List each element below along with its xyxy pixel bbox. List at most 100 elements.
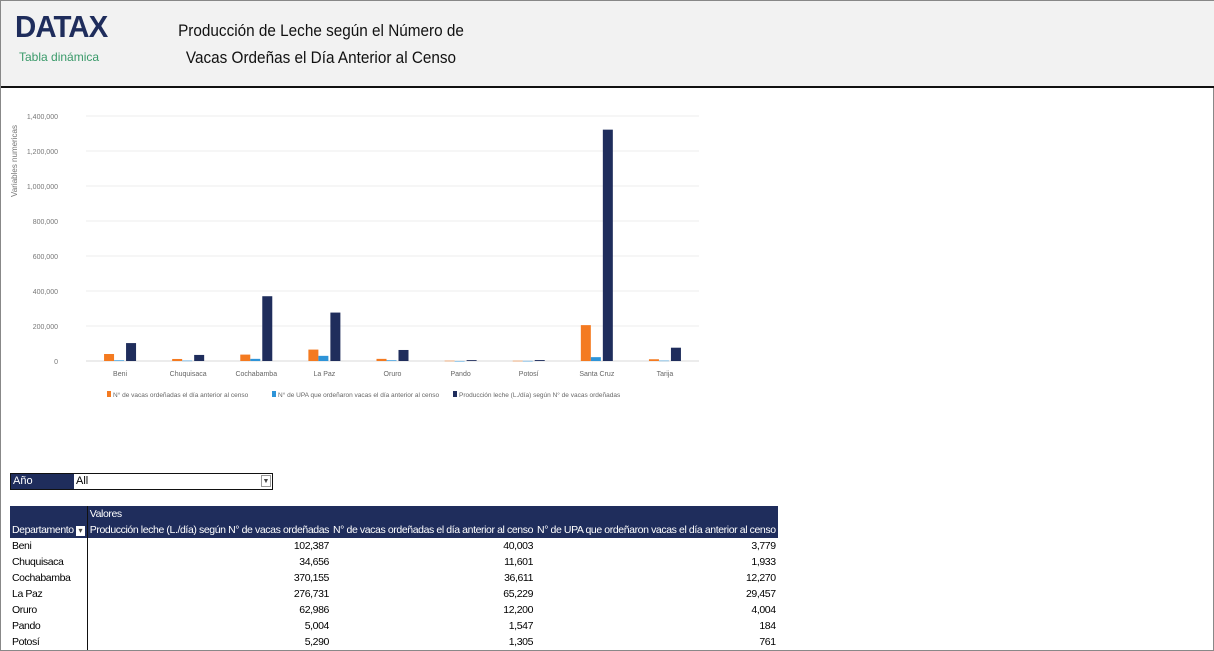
bar-chuquisaca: [182, 360, 193, 362]
row-label: Potosí: [10, 634, 88, 650]
x-tick-label: La Paz: [313, 371, 335, 378]
x-tick-label: Cochabamba: [235, 371, 277, 378]
x-tick-label: Beni: [113, 371, 127, 378]
page-title: Producción de Leche según el Número de Va…: [168, 17, 474, 71]
bar-la-paz: [330, 312, 341, 361]
y-tick-label: 400,000: [33, 289, 58, 296]
cell-value: 11,601: [504, 556, 534, 568]
y-tick-label: 1,200,000: [27, 149, 58, 156]
bar-chuquisaca: [172, 358, 183, 361]
bar-la-paz: [318, 355, 329, 361]
bar-potosí: [522, 360, 533, 362]
cell-value: 65,229: [503, 588, 534, 600]
x-tick-label: Tarija: [657, 371, 674, 378]
y-axis-label: Variables numericas: [10, 125, 19, 197]
bar-santa-cruz: [580, 325, 591, 361]
legend-label: N° de UPA que ordeñaron vacas el día ant…: [278, 391, 439, 399]
legend-swatch: [272, 391, 276, 397]
y-tick-label: 800,000: [33, 219, 58, 226]
cell-value: 761: [759, 636, 776, 648]
table-row: La Paz 276,731 65,229 29,457: [10, 586, 778, 602]
row-label: Cochabamba: [10, 570, 88, 586]
cell-value: 1,305: [508, 636, 534, 648]
y-tick-label: 1,000,000: [27, 184, 58, 191]
header: DATAX Tabla dinámica Producción de Leche…: [1, 1, 1214, 88]
header-blank: [10, 506, 88, 522]
cell-value: 36,611: [504, 572, 534, 584]
x-tick-label: Oruro: [384, 371, 402, 378]
cell-value: 370,155: [293, 572, 330, 584]
cell-value: 1,547: [508, 620, 534, 632]
title-line-2: Vacas Ordeñas el Día Anterior al Censo: [185, 48, 457, 67]
bar-la-paz: [308, 349, 319, 361]
legend-label: Producción leche (L./día) según N° de va…: [459, 391, 621, 399]
y-tick-label: 1,400,000: [27, 114, 58, 121]
bar-tarija: [648, 359, 659, 361]
bar-oruro: [376, 358, 387, 361]
y-tick-label: 600,000: [33, 254, 58, 261]
filter-selected: All: [76, 475, 89, 487]
table-row: Potosí 5,290 1,305 761: [10, 634, 778, 650]
row-label: Chuquisaca: [10, 554, 88, 570]
x-tick-label: Pando: [450, 371, 470, 378]
bar-tarija: [670, 347, 681, 361]
y-tick-label: 0: [54, 359, 58, 366]
column-header-departamento[interactable]: Departamento ▾: [10, 522, 88, 538]
logo: DATAX: [15, 9, 108, 44]
bar-potosí: [512, 360, 523, 362]
cell-value: 40,003: [503, 540, 534, 552]
cell-value: 276,731: [293, 588, 330, 600]
x-tick-label: Chuquisaca: [170, 371, 207, 378]
cell-value: 1,933: [751, 556, 776, 568]
filter-label: Año: [11, 474, 74, 489]
y-tick-label: 200,000: [33, 324, 58, 331]
bar-santa-cruz: [602, 129, 613, 361]
bar-santa-cruz: [590, 357, 601, 361]
column-header: N° de vacas ordeñadas el día anterior al…: [331, 522, 536, 538]
bar-cochabamba: [240, 354, 251, 361]
row-label: Beni: [10, 538, 88, 554]
cell-value: 34,656: [299, 556, 329, 568]
x-tick-label: Potosí: [519, 371, 539, 378]
bar-pando: [444, 360, 455, 362]
bar-cochabamba: [250, 358, 261, 361]
bar-chart: 0 200,000 400,000 600,000 800,000 1,000,000 1,…: [10, 114, 699, 399]
legend-swatch: [453, 391, 457, 397]
title-line-1: Producción de Leche según el Número de: [178, 21, 464, 40]
table-row: Oruro 62,986 12,200 4,004: [10, 602, 778, 618]
bar-chuquisaca: [194, 354, 205, 361]
bar-pando: [466, 360, 477, 361]
cell-value: 184: [759, 620, 776, 632]
table-row: Beni 102,387 40,003 3,779: [10, 538, 778, 554]
cell-value: 102,387: [293, 540, 330, 552]
x-tick-label: Santa Cruz: [579, 371, 615, 378]
cell-value: 4,004: [751, 604, 776, 616]
bar-oruro: [386, 360, 397, 361]
bar-beni: [104, 353, 115, 361]
row-label: Pando: [10, 618, 88, 634]
bar-oruro: [398, 349, 409, 361]
bar-pando: [454, 360, 465, 362]
pivot-table: Valores Departamento ▾ Producción leche (L…: [10, 506, 778, 650]
table-row: Cochabamba 370,155 36,611 12,270: [10, 570, 778, 586]
table-row: Chuquisaca 34,656 11,601 1,933: [10, 554, 778, 570]
cell-value: 5,004: [304, 620, 330, 632]
row-label: Oruro: [10, 602, 88, 618]
filter-dropdown-icon[interactable]: ▾: [75, 526, 85, 536]
row-label: La Paz: [10, 586, 88, 602]
cell-value: 29,457: [745, 588, 776, 600]
filter-value[interactable]: All ▼: [74, 474, 272, 489]
bar-beni: [114, 360, 125, 361]
table-row: Pando 5,004 1,547 184: [10, 618, 778, 634]
cell-value: 12,200: [503, 604, 534, 616]
bar-beni: [126, 343, 137, 361]
column-header: N° de UPA que ordeñaron vacas el día ant…: [535, 522, 778, 538]
valores-label: Valores: [87, 506, 778, 522]
column-header: Producción leche (L./día) según N° de va…: [87, 522, 331, 538]
dropdown-arrow-icon[interactable]: ▼: [261, 475, 271, 487]
year-filter[interactable]: Año All ▼: [10, 473, 273, 490]
bar-tarija: [658, 360, 669, 362]
cell-value: 62,986: [299, 604, 329, 616]
bar-potosí: [534, 360, 545, 361]
cell-value: 12,270: [745, 572, 776, 584]
